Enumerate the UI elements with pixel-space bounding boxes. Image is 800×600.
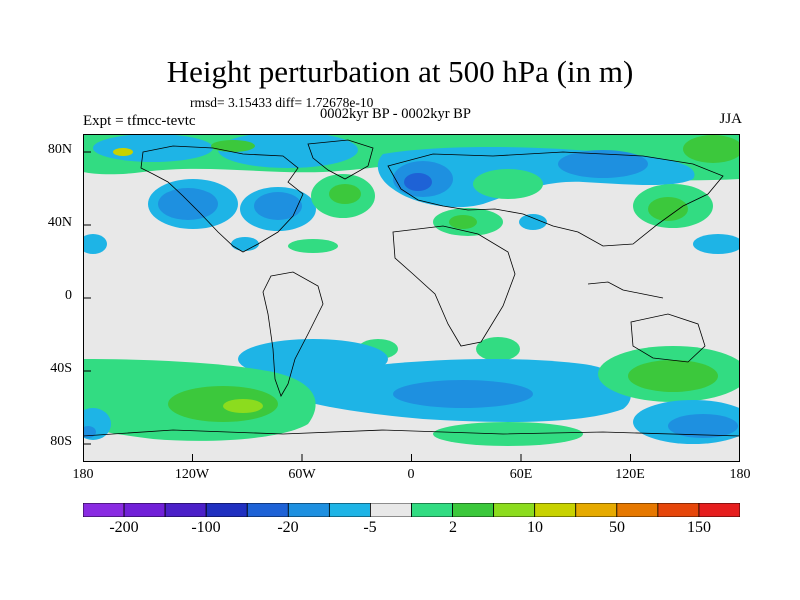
eurasia-low-core-2 xyxy=(404,173,432,191)
lon-label-60w: 60W xyxy=(288,467,316,482)
season-label: JJA xyxy=(719,111,742,127)
lat-label-80s: 80S xyxy=(50,434,72,449)
lon-label-180e: 180 xyxy=(729,467,751,482)
coastlines xyxy=(83,139,740,437)
colorbar-box xyxy=(370,503,412,517)
colorbar-box xyxy=(493,503,536,517)
height-perturbation-map xyxy=(83,134,740,462)
colorbar-box xyxy=(534,503,577,517)
colorbar-label: 50 xyxy=(609,519,625,536)
north-america-coast xyxy=(140,145,304,253)
lon-label-120w: 120W xyxy=(174,467,210,482)
south-africa-high xyxy=(476,337,520,361)
lon-label-180w: 180 xyxy=(72,467,94,482)
colorbar-box xyxy=(287,503,330,517)
arctic-positive-core-2 xyxy=(683,135,740,163)
north-atlantic-high-core xyxy=(329,184,361,204)
colorbar-box xyxy=(164,503,207,517)
siberia-low-core xyxy=(558,150,648,178)
north-america-low-core xyxy=(254,192,302,220)
antarctic-low-core xyxy=(668,414,738,438)
colorbar-box xyxy=(328,503,371,517)
east-asia-high-core xyxy=(648,197,688,221)
colorbar-label: 10 xyxy=(527,519,543,536)
south-america-coast xyxy=(262,271,324,397)
colorbar-box xyxy=(657,503,700,517)
south-pacific-high-peak xyxy=(223,399,263,413)
plot-title: Height perturbation at 500 hPa (in m) xyxy=(166,54,634,89)
lat-label-40s: 40S xyxy=(50,361,72,376)
longitude-ticks xyxy=(83,454,740,462)
colorbar-label: -5 xyxy=(363,519,377,536)
mediterranean-high-core xyxy=(449,215,477,229)
central-asia-high xyxy=(473,169,543,199)
arctic-positive-core xyxy=(211,140,255,152)
africa-coast xyxy=(392,225,516,347)
lon-label-60e: 60E xyxy=(509,467,533,482)
eurasia-coast xyxy=(387,151,724,247)
colorbar-label: -20 xyxy=(277,519,299,536)
colorbar-box xyxy=(698,503,740,517)
colorbar-label: -200 xyxy=(109,519,139,536)
south-pacific-high-core xyxy=(168,386,278,422)
colorbar-box xyxy=(83,503,125,517)
west-pacific-low xyxy=(693,234,740,254)
colorbar-box xyxy=(123,503,166,517)
southern-ocean-low-core xyxy=(393,380,533,408)
caribbean-high xyxy=(288,239,338,253)
arctic-positive-peak xyxy=(113,148,133,156)
caribbean-low xyxy=(231,237,259,251)
middle-east-low xyxy=(519,214,547,230)
greenland-coast xyxy=(307,139,374,180)
colorbar-box xyxy=(575,503,618,517)
colorbar-label: 150 xyxy=(687,519,711,536)
colorbar-label: -100 xyxy=(191,519,221,536)
antarctica-coast xyxy=(83,429,740,437)
colorbar-label: 2 xyxy=(449,519,457,536)
arctic-negative-cell xyxy=(93,134,213,162)
colorbar-box xyxy=(452,503,495,517)
indian-ocean-high-core xyxy=(628,360,718,392)
east-pacific-low xyxy=(83,234,107,254)
colorbar-box xyxy=(246,503,289,517)
lon-label-120e: 120E xyxy=(615,467,645,482)
colorbar-box xyxy=(205,503,248,517)
lat-label-40n: 40N xyxy=(47,215,72,230)
stats-subtitle: rmsd= 3.15433 diff= 1.72678e-10 xyxy=(190,95,374,110)
lat-label-80n: 80N xyxy=(47,142,72,157)
indonesia-coast xyxy=(587,281,664,299)
colorbar-box xyxy=(616,503,659,517)
period-subtitle: 0002kyr BP - 0002kyr BP xyxy=(320,106,471,122)
lon-label-0: 0 xyxy=(407,467,415,482)
australia-coast xyxy=(630,313,706,363)
colorbar xyxy=(83,503,740,517)
experiment-label: Expt = tfmcc-tevtc xyxy=(83,113,196,129)
colorbar-box xyxy=(411,503,453,517)
lat-label-0: 0 xyxy=(65,288,72,303)
latitude-ticks xyxy=(83,151,91,445)
north-pacific-low-core xyxy=(158,188,218,220)
